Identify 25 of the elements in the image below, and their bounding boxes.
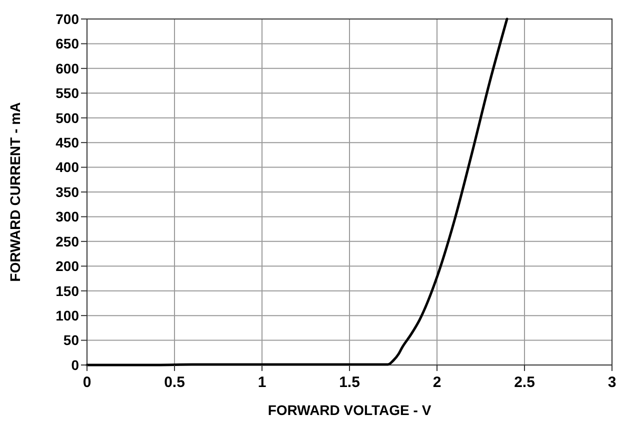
- x-tick-label: 1: [258, 374, 266, 391]
- y-tick-label: 550: [56, 85, 80, 102]
- y-tick-label: 700: [56, 10, 80, 27]
- y-tick-label: 50: [63, 332, 80, 348]
- y-tick-label: 200: [56, 258, 80, 274]
- y-tick-label: 250: [56, 233, 80, 250]
- x-tick-label: 2.5: [514, 374, 535, 391]
- x-tick-label: 0: [82, 374, 92, 391]
- x-tick-label: 1.5: [339, 374, 360, 391]
- y-tick-label: 500: [56, 110, 80, 126]
- y-tick-label: 650: [56, 36, 80, 52]
- x-tick-label: 0.5: [164, 374, 185, 391]
- y-tick-label: 350: [56, 184, 80, 200]
- line-series: [86, 18, 508, 366]
- y-tick-label: 0: [71, 356, 80, 373]
- x-tick-label: 2: [432, 374, 442, 391]
- y-axis-title: FORWARD CURRENT - mA: [7, 102, 23, 282]
- y-tick-label: 600: [56, 60, 80, 76]
- x-tick-label: 3: [608, 374, 616, 391]
- y-tick-label: 400: [56, 159, 80, 176]
- x-axis-title: FORWARD VOLTAGE - V: [268, 402, 432, 418]
- y-tick-label: 300: [56, 208, 80, 225]
- y-tick-label: 450: [56, 134, 80, 150]
- y-tick-label: 150: [56, 282, 80, 299]
- y-tick-label: 100: [56, 307, 80, 324]
